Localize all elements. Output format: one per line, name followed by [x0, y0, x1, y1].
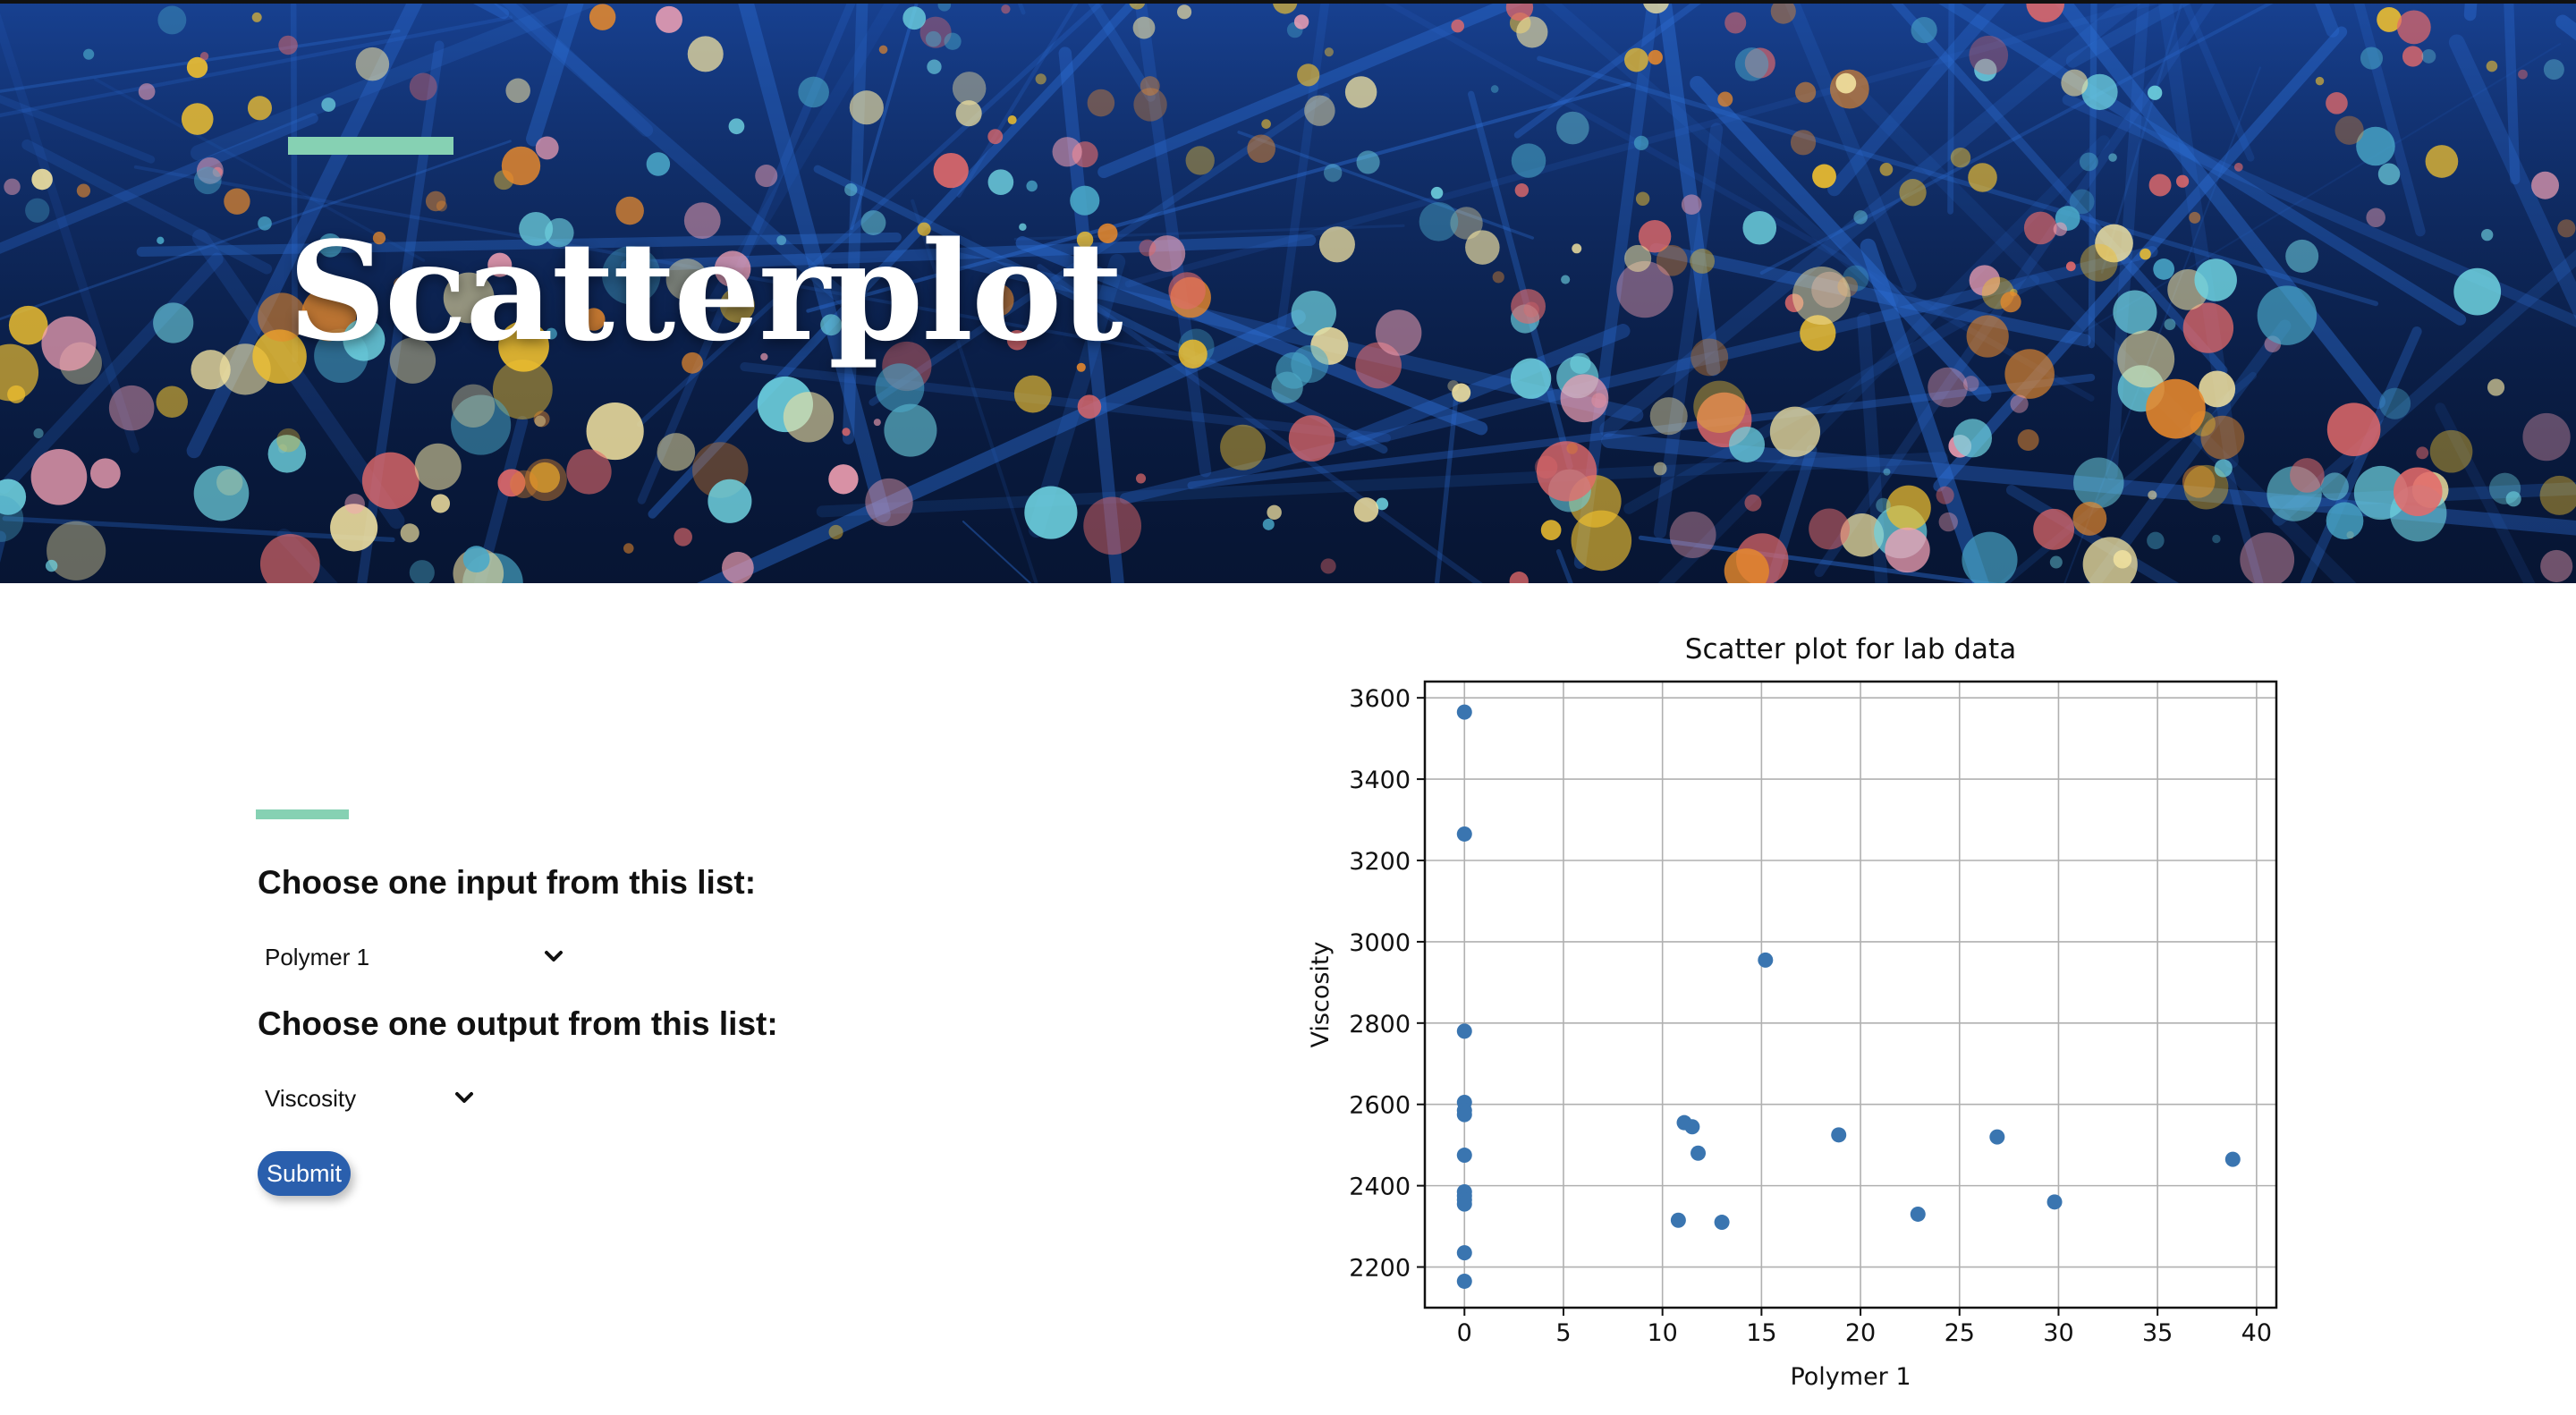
scatter-point — [1831, 1127, 1847, 1143]
scatter-plot: Scatter plot for lab data 0 5 10 15 20 25 30 35… — [1307, 633, 2278, 1391]
scatter-point — [2046, 1194, 2063, 1210]
scatter-point — [1456, 1023, 1472, 1039]
chevron-down-icon — [545, 951, 563, 962]
x-tick-label: 40 — [2241, 1319, 2272, 1347]
plot-frame — [1423, 680, 2278, 1309]
y-tick-label: 2800 — [1349, 1011, 1411, 1038]
scatter-chart: Scatter plot for lab data 0 5 10 15 20 25 30 35… — [1288, 617, 2317, 1404]
scatter-point — [1456, 1273, 1472, 1289]
x-tick-label: 25 — [1945, 1319, 1975, 1347]
x-tick-label: 10 — [1647, 1319, 1677, 1347]
scatter-point — [1758, 952, 1774, 968]
scatter-point — [1456, 1148, 1472, 1164]
scatter-point — [1989, 1129, 2005, 1145]
hero-background-image — [0, 0, 2576, 583]
submit-button[interactable]: Submit — [258, 1151, 351, 1196]
scatter-point — [1456, 1106, 1472, 1123]
output-select[interactable]: Viscosity — [258, 1077, 481, 1120]
y-tick-label: 2400 — [1349, 1174, 1411, 1201]
input-select-label: Choose one input from this list: — [258, 864, 757, 901]
scatter-point — [1456, 826, 1472, 842]
x-axis-label: Polymer 1 — [1790, 1363, 1911, 1391]
x-tick-label: 30 — [2043, 1319, 2073, 1347]
scatter-point — [1714, 1215, 1730, 1231]
y-axis-label: Viscosity — [1307, 942, 1335, 1048]
y-tick-label: 3400 — [1349, 767, 1411, 794]
output-select-label: Choose one output from this list: — [258, 1005, 778, 1042]
scatter-point — [2224, 1151, 2241, 1167]
form-accent-bar — [256, 809, 349, 819]
y-tick-label: 3000 — [1349, 929, 1411, 957]
output-select-value: Viscosity — [265, 1084, 357, 1112]
scatter-point — [1456, 704, 1472, 720]
scatter-point — [1456, 1245, 1472, 1261]
y-tick-label: 2600 — [1349, 1092, 1411, 1120]
selection-form: Choose one input from this list: Polymer… — [256, 805, 1061, 1216]
x-tick-label: 20 — [1845, 1319, 1876, 1347]
chevron-down-icon — [455, 1092, 473, 1103]
hero-accent-bar — [288, 137, 453, 155]
y-tick-label: 3200 — [1349, 848, 1411, 876]
hero-banner: Scatterplot — [0, 0, 2576, 583]
x-tick-label: 35 — [2142, 1319, 2173, 1347]
chart-title: Scatter plot for lab data — [1685, 633, 2016, 665]
x-tick-label: 15 — [1746, 1319, 1776, 1347]
scatter-point — [1690, 1145, 1707, 1161]
scatter-point — [1910, 1206, 1926, 1222]
x-tick-label: 5 — [1555, 1319, 1571, 1347]
scatter-point — [1456, 1196, 1472, 1212]
input-select[interactable]: Polymer 1 — [258, 936, 571, 979]
y-tick-label: 2200 — [1349, 1255, 1411, 1283]
scatter-point — [1670, 1212, 1686, 1228]
input-select-value: Polymer 1 — [265, 943, 370, 970]
x-tick-label: 0 — [1457, 1319, 1472, 1347]
page-title: Scatterplot — [288, 211, 1123, 371]
scatter-point — [1684, 1119, 1700, 1135]
y-tick-label: 3600 — [1349, 685, 1411, 713]
